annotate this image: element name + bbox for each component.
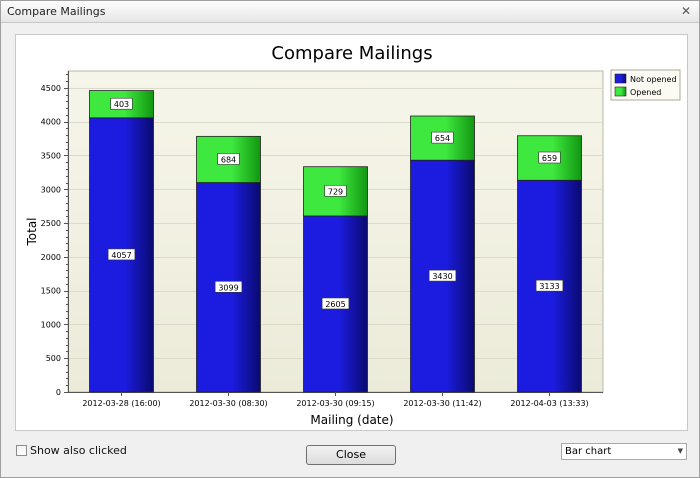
checkbox-box[interactable] xyxy=(16,445,27,456)
y-tick-label: 4000 xyxy=(41,118,61,127)
y-tick-label: 500 xyxy=(46,354,61,363)
data-label: 3133 xyxy=(539,282,559,291)
legend-label: Opened xyxy=(630,88,661,97)
data-label: 3430 xyxy=(432,272,452,281)
data-label: 4057 xyxy=(111,251,131,260)
data-label: 729 xyxy=(328,187,343,196)
data-label-box xyxy=(107,248,136,261)
data-label-box xyxy=(214,280,243,293)
x-tick-label: 2012-03-30 (11:42) xyxy=(403,399,481,408)
dropdown-arrow-icon: ▼ xyxy=(677,447,683,455)
y-tick-label: 3000 xyxy=(41,185,61,194)
show-also-clicked-checkbox[interactable]: Show also clicked xyxy=(16,444,127,457)
legend-swatch xyxy=(614,86,627,97)
data-label: 3099 xyxy=(218,283,238,292)
chart-type-select[interactable]: Bar chart ▼ xyxy=(561,443,687,460)
data-label-box xyxy=(535,279,564,292)
x-axis-label: Mailing (date) xyxy=(310,413,393,427)
y-tick-label: 2500 xyxy=(41,219,61,228)
data-label-box xyxy=(217,153,240,165)
window-title: Compare Mailings xyxy=(7,5,106,18)
data-label-box xyxy=(324,185,347,197)
data-label-box xyxy=(431,131,454,144)
show-also-clicked-label: Show also clicked xyxy=(30,444,127,457)
y-tick-label: 0 xyxy=(56,388,61,397)
data-label: 2605 xyxy=(325,300,345,309)
data-label-box xyxy=(428,269,457,282)
data-label: 659 xyxy=(542,154,557,163)
data-label: 403 xyxy=(114,100,129,109)
y-tick-label: 4500 xyxy=(41,84,61,93)
data-label-box xyxy=(321,297,350,310)
y-tick-label: 3500 xyxy=(41,151,61,160)
y-tick-label: 2000 xyxy=(41,253,61,262)
chart-panel: Compare Mailings 0 500 1000 1500 2000 2500 3000… xyxy=(15,34,688,431)
legend-swatch xyxy=(614,73,627,84)
legend-label: Not opened xyxy=(630,75,677,84)
stacked-bar-chart: Compare Mailings 0 500 1000 1500 2000 2500 3000… xyxy=(25,43,681,427)
y-tick-label: 1000 xyxy=(41,320,61,329)
close-button[interactable]: Close xyxy=(306,445,396,465)
x-tick-label: 2012-03-30 (09:15) xyxy=(296,399,374,408)
x-tick-label: 2012-03-28 (16:00) xyxy=(82,399,160,408)
chart-type-value: Bar chart xyxy=(565,446,612,457)
y-tick-label: 1500 xyxy=(41,287,61,296)
x-tick-label: 2012-04-03 (13:33) xyxy=(510,399,588,408)
close-icon[interactable]: ✕ xyxy=(680,4,692,18)
chart-title: Compare Mailings xyxy=(271,43,432,64)
data-label: 654 xyxy=(435,134,450,143)
title-bar: Compare Mailings ✕ xyxy=(1,1,699,23)
data-label: 684 xyxy=(221,155,236,164)
x-tick-label: 2012-03-30 (08:30) xyxy=(189,399,267,408)
data-label-box xyxy=(538,151,561,164)
y-axis-label: Total xyxy=(25,217,39,246)
data-label-box xyxy=(110,97,133,110)
